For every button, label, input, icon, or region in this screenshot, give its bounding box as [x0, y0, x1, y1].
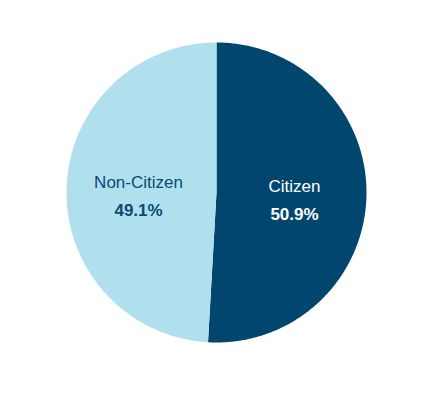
svg-text:Citizen: Citizen [268, 177, 320, 196]
svg-text:50.9%: 50.9% [270, 205, 318, 224]
svg-text:Non-Citizen: Non-Citizen [94, 173, 183, 192]
svg-text:49.1%: 49.1% [114, 201, 162, 220]
